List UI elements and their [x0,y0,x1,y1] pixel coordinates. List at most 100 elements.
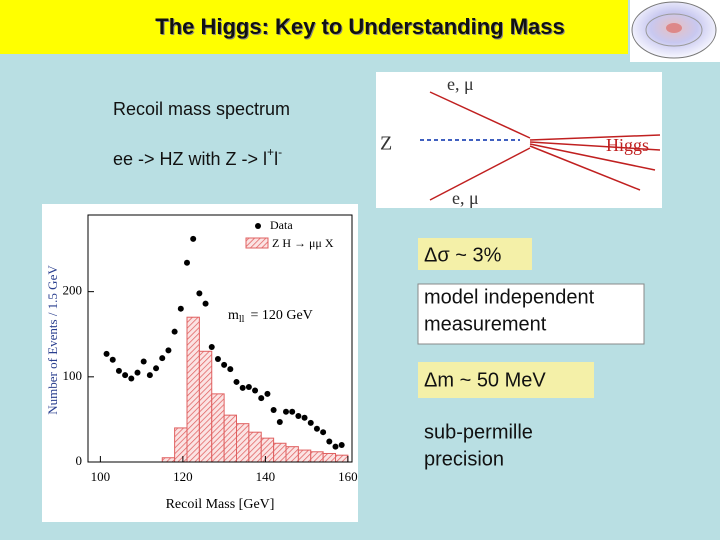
annotation-main: m [228,308,239,323]
x-tick-label: 120 [173,469,193,484]
annotation-sub: ll [239,314,245,325]
recoil-plot: 0 100 200 100 120 140 160 Recoil Mass [GeV] Numb… [42,204,358,522]
data-point [153,365,160,372]
signal-bar [236,423,250,463]
data-point [140,358,147,365]
model-text: measurement [424,313,547,335]
mass-box [418,362,594,398]
signal-bar [174,427,188,463]
data-point [115,367,122,374]
data-point [122,372,129,379]
higgs-line [529,141,661,151]
data-point [184,259,190,266]
mass-text: Δm ~ 50 MeV [424,369,546,391]
signal-bar [335,454,349,463]
diagram-label: e, μ [452,188,479,208]
data-point [283,408,289,415]
signal-bar [322,452,336,463]
higgs-line [529,134,661,141]
data-point [171,328,178,335]
diagram-label: Higgs [606,135,649,155]
title: The Higgs: Key to Understanding Mass [155,14,565,39]
data-point [103,350,110,357]
legend-label: Data [270,218,293,232]
signal-bar [223,414,237,463]
data-point [264,390,271,397]
higgs-line [529,143,656,171]
signal-bar [297,449,312,463]
process-sup: - [278,145,282,159]
x-tick-label: 100 [91,469,111,484]
data-point [326,438,333,445]
signal-bar [260,437,275,463]
data-point [270,407,277,414]
x-tick-label: 160 [338,469,358,484]
data-point [221,361,228,368]
data-point [307,419,314,426]
data-point [301,414,308,421]
y-tick-label: 100 [63,368,83,383]
data-point [190,235,197,242]
legend-marker [255,223,261,229]
recoil-label: Recoil mass spectrum [113,99,290,119]
data-point [338,441,345,448]
data-point [202,300,209,307]
data-point [276,418,283,425]
data-point [165,347,172,354]
data-point [134,369,141,376]
x-tick-label: 140 [256,469,276,484]
signal-bar [198,350,213,463]
title-bar [0,0,628,54]
signal-bar [161,457,176,463]
data-point [109,356,116,363]
annotation: mll = 120 GeV [228,308,313,325]
data-point [295,413,302,420]
data-point [239,384,246,391]
signal-bar [186,316,200,463]
data-point [227,366,234,373]
mexican-hat [630,0,720,62]
title-shadow: The Higgs: Key to Understanding Mass [156,15,566,40]
data-point [252,387,259,394]
data-point [258,395,265,402]
diagram-label: e, μ [447,74,474,94]
diagram-label: Z [380,133,392,155]
lepton-line [429,91,531,139]
data-point [233,378,240,385]
data-point [146,372,153,379]
data-point [208,344,215,351]
model-box [417,283,645,345]
y-axis-label: Number of Events / 1.5 GeV [45,265,60,415]
signal-bar [285,446,299,463]
signal-bar [273,442,287,463]
sigma-box [418,238,532,270]
data-point [196,290,203,297]
y-tick-label: 200 [63,283,83,298]
signal-bar [310,451,324,463]
hat-peak [666,23,682,33]
feynman-diagram: e, μ Z Higgs e, μ [376,72,662,208]
data-point [289,408,296,415]
legend-label: Z H → μμ X [272,236,334,250]
process-label: ee -> HZ with Z -> l+l- [113,145,282,169]
process-l: l [274,149,278,169]
data-point [159,355,166,362]
precision-text: precision [424,448,504,470]
higgs-line [529,145,641,191]
y-tick-label: 0 [76,453,83,468]
data-point [320,429,327,436]
precision-text: sub-permille [424,421,533,443]
signal-bar [248,431,262,463]
data-point [128,375,135,382]
x-axis-label: Recoil Mass [GeV] [166,497,275,512]
data-point [245,384,252,391]
sigma-text: Δσ ~ 3% [424,244,502,266]
data-point [313,425,320,432]
signal-bar [211,393,225,463]
model-text: model independent [424,286,595,308]
lepton-line [429,147,531,201]
process-sup: + [267,145,274,159]
data-point [332,443,339,450]
